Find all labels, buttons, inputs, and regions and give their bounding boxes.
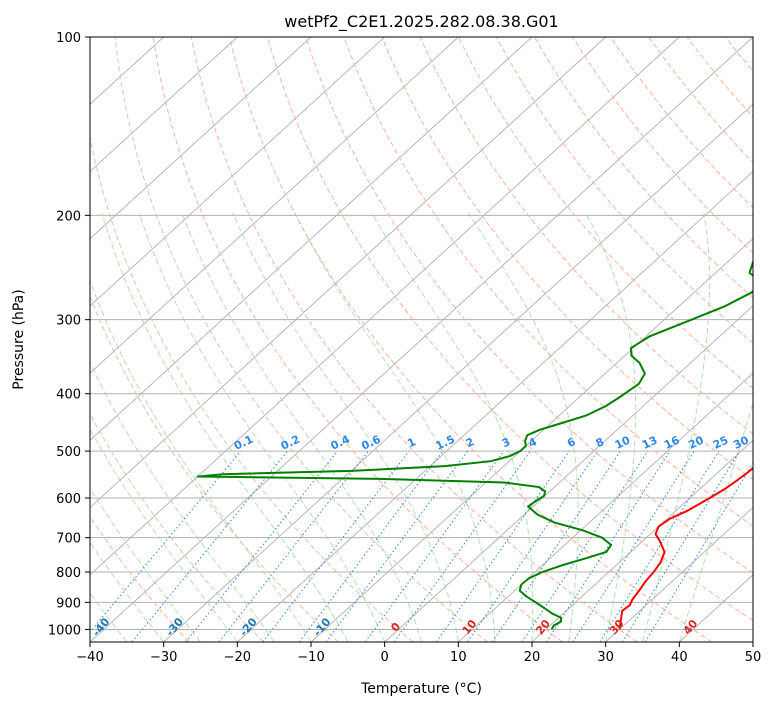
moist-adiabat-line [90, 279, 312, 642]
isotherm-line [90, 37, 385, 307]
dry-adiabat-line [648, 37, 753, 164]
skewed-isotherms [90, 37, 753, 642]
isotherm-line [458, 372, 753, 642]
dry-adiabats [90, 37, 753, 642]
mixing-ratio-line [436, 450, 570, 642]
x-tick-label: 30 [597, 650, 614, 665]
isotherm-line [531, 439, 753, 642]
x-tick-label: 20 [524, 650, 541, 665]
moist-adiabat-line [294, 212, 496, 642]
mixing-ratio-line [131, 450, 288, 642]
isotherm-line [237, 170, 753, 642]
x-tick-label: −30 [150, 650, 177, 665]
y-axis-label: Pressure (hPa) [11, 289, 27, 389]
moist-adiabats [90, 212, 753, 642]
temperature-profile-line [618, 466, 753, 630]
mixing-ratio-label: 20 [686, 433, 706, 451]
mixing-ratio-line [572, 450, 695, 642]
moist-adiabat-line [90, 428, 238, 642]
y-tick-label: 200 [56, 209, 81, 224]
isotherm-line [605, 506, 753, 642]
dewpoint-profile-line [196, 260, 753, 630]
dry-adiabat-line [90, 515, 190, 642]
mixing-ratio-line [621, 450, 740, 642]
y-tick-label: 300 [56, 314, 81, 329]
moist-adiabat-line [642, 212, 711, 642]
mixing-ratio-line [364, 450, 505, 642]
dry-adiabat-line [457, 37, 753, 389]
isotherm-line [90, 37, 459, 374]
dry-adiabat-line [305, 37, 753, 574]
dry-adiabat-line [90, 295, 339, 642]
mixing-ratio-line [599, 450, 720, 642]
y-tick-label: 500 [56, 445, 81, 460]
dry-adiabat-line [534, 37, 753, 299]
y-tick-label: 400 [56, 388, 81, 403]
dry-adiabat-line [190, 37, 638, 642]
isobar-grid [90, 37, 753, 630]
mixing-ratio-label: 13 [640, 434, 659, 452]
mixing-ratio-line [218, 450, 369, 642]
isotherm-line [90, 37, 753, 642]
chart-title: wetPf2_C2E1.2025.282.08.38.G01 [284, 12, 558, 32]
x-tick-label: −10 [297, 650, 324, 665]
y-tick-label: 900 [56, 596, 81, 611]
moist-adiabat-line [90, 541, 165, 642]
mixing-ratio-line [467, 450, 599, 642]
moist-adiabat-line [138, 212, 386, 642]
dry-adiabat-line [114, 37, 488, 642]
dry-adiabat-line [381, 37, 753, 481]
isotherm-line [90, 37, 238, 173]
y-tick-label: 800 [56, 566, 81, 581]
isotherm-line [90, 37, 533, 441]
isotherm-line [384, 305, 753, 642]
y-tick-label: 1000 [48, 623, 81, 638]
mixing-ratio-line [185, 450, 338, 642]
x-tick-label: −20 [224, 650, 251, 665]
y-tick-label: 100 [56, 31, 81, 46]
moist-adiabat-line [232, 212, 459, 642]
mixing-ratio-label: 10 [613, 433, 633, 451]
moist-adiabat-line [181, 212, 422, 642]
mixing-ratio-line [90, 450, 242, 633]
dry-adiabat-line [419, 37, 753, 435]
isotherm-line [90, 37, 606, 509]
x-tick-label: −40 [76, 650, 103, 665]
y-tick-label: 700 [56, 532, 81, 547]
isotherm-line [90, 37, 312, 240]
mixing-ratio-lines [90, 450, 753, 642]
x-tick-label: 10 [450, 650, 467, 665]
mixing-ratio-line [644, 461, 753, 642]
dry-adiabat-line [229, 37, 713, 642]
y-tick-label: 600 [56, 492, 81, 507]
dry-adiabat-line [267, 37, 753, 622]
sounding-profiles [196, 260, 753, 630]
dry-adiabat-line [495, 37, 753, 344]
moist-adiabat-line [90, 360, 275, 642]
mixing-ratio-line [393, 450, 531, 642]
mixing-ratio-label: 25 [711, 434, 730, 452]
mixing-ratio-label: 30 [731, 433, 751, 451]
x-axis-label: Temperature (°C) [360, 681, 482, 697]
plot-frame [89, 36, 754, 643]
x-tick-label: 0 [381, 650, 389, 665]
mixing-ratio-label: 16 [662, 433, 682, 451]
moist-adiabat-line [101, 212, 349, 642]
moist-adiabat-line [678, 400, 753, 642]
mixing-ratio-line [262, 450, 410, 642]
moist-adiabat-line [90, 487, 201, 642]
moist-adiabat-line [371, 212, 534, 642]
dry-adiabat-line [610, 37, 753, 209]
moist-adiabat-line [585, 212, 637, 642]
x-tick-label: 40 [671, 650, 688, 665]
isotherm-line [90, 37, 680, 576]
axes: −40 −30 −20 −10 0 10 20 30 40 50 100 200 300 400 500 60… [48, 31, 761, 665]
isotherm-line [163, 103, 753, 642]
moist-adiabat-line [90, 592, 128, 642]
mixing-ratio-labels: 0.10.20.40.611.52346810131620253036 [232, 433, 753, 453]
dry-adiabat-line [343, 37, 753, 527]
moist-adiabat-line [468, 212, 579, 642]
x-tick-label: 50 [745, 650, 762, 665]
